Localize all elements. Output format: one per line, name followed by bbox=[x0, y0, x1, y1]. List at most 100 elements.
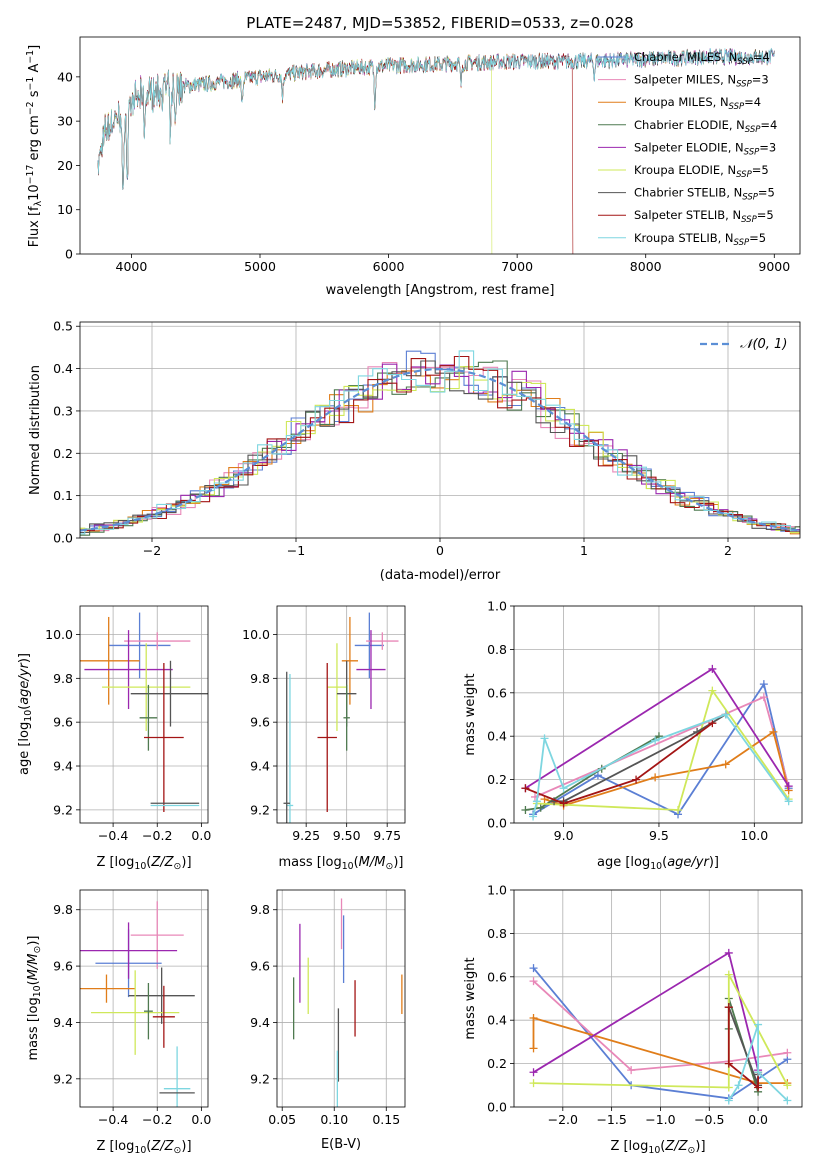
x-axis-label: wavelength [Angstrom, rest frame] bbox=[326, 283, 555, 298]
legend-sub: SSP bbox=[736, 170, 752, 180]
legend-sub: SSP bbox=[729, 102, 745, 112]
legend-label: Chabrier STELIB, NSSP=5 bbox=[634, 186, 775, 203]
label-part: A bbox=[27, 64, 42, 77]
x-tick-label: 0.15 bbox=[372, 1112, 400, 1127]
x-tick-label: 9.50 bbox=[333, 828, 361, 843]
x-tick-label: 0.0 bbox=[191, 828, 211, 843]
legend-label: Kroupa STELIB, NSSP=5 bbox=[634, 231, 766, 248]
label-part: )] bbox=[181, 1139, 191, 1154]
x-tick-label: 9.0 bbox=[554, 828, 574, 843]
plot-area bbox=[293, 898, 403, 1107]
label-part: mass [log bbox=[26, 997, 41, 1060]
label-part: age [log bbox=[597, 855, 650, 870]
axes-frame bbox=[79, 36, 801, 255]
y-tick-label: 9.8 bbox=[250, 902, 270, 917]
weight-marker bbox=[769, 727, 778, 736]
weight-marker bbox=[754, 1020, 763, 1029]
weight-marker bbox=[784, 797, 793, 806]
label-part: 10 bbox=[27, 184, 42, 201]
y-tick-label: 10 bbox=[57, 202, 73, 217]
y-tick-label: 30 bbox=[57, 114, 73, 129]
weight-marker bbox=[529, 1068, 538, 1077]
weight-marker bbox=[536, 803, 545, 812]
y-axis-label: mass weight bbox=[463, 673, 478, 755]
legend-text: Kroupa MILES, N bbox=[634, 95, 729, 109]
weight-marker bbox=[724, 948, 733, 957]
weight-series-line bbox=[727, 1006, 759, 1086]
weight-marker bbox=[759, 693, 768, 702]
x-tick-label: 0 bbox=[436, 543, 444, 558]
legend-sub: SSP bbox=[736, 80, 752, 90]
figure-title: PLATE=2487, MJD=53852, FIBERID=0533, z=0… bbox=[246, 14, 633, 32]
plot-area bbox=[80, 901, 195, 1107]
weight-marker bbox=[559, 784, 568, 793]
label-part: M/M bbox=[359, 855, 386, 870]
legend-label: Salpeter MILES, NSSP=3 bbox=[634, 73, 769, 90]
label-part: 10 bbox=[32, 985, 43, 997]
weight-marker bbox=[529, 977, 538, 986]
label-part: 10 bbox=[134, 1145, 146, 1156]
label-part: ( bbox=[660, 1139, 665, 1154]
y-axis-label: mass [log10​(M/M⊙​)] bbox=[26, 936, 43, 1061]
weight-marker bbox=[529, 1014, 538, 1023]
weight-marker bbox=[559, 799, 568, 808]
plot-layer: 4000 5000 6000 7000 8000 9000010203040Chabrie… bbox=[17, 36, 803, 1156]
x-tick-label: −1.0 bbox=[645, 1112, 675, 1127]
legend-text: Salpeter STELIB, N bbox=[634, 208, 741, 222]
legend-label: Chabrier MILES, NSSP=4 bbox=[634, 50, 770, 67]
y-tick-label: 0.1 bbox=[53, 488, 73, 503]
x-tick-label: 2 bbox=[724, 543, 732, 558]
label-part: −17 bbox=[25, 165, 36, 185]
x-tick-label: 9.75 bbox=[373, 828, 401, 843]
x-axis-label: Z [log10​(Z/Z⊙​)] bbox=[96, 855, 191, 872]
weight-series-line bbox=[554, 713, 727, 803]
label-part: Z/Z bbox=[664, 1139, 688, 1154]
y-tick-label: 9.8 bbox=[53, 671, 73, 686]
plot-area bbox=[80, 350, 800, 536]
label-part: )] bbox=[181, 855, 191, 870]
weight-series-line bbox=[532, 1016, 788, 1084]
y-tick-label: 0 bbox=[65, 247, 73, 262]
weight-marker bbox=[632, 775, 641, 784]
weight-marker bbox=[521, 805, 530, 814]
weight-marker bbox=[754, 1083, 763, 1092]
label-part: )] bbox=[17, 653, 32, 663]
weight-marker bbox=[521, 784, 530, 793]
label-part: age [log bbox=[17, 722, 32, 775]
legend-text: Salpeter MILES, N bbox=[634, 73, 736, 87]
x-axis-label: Z [log10​(Z/Z⊙​)] bbox=[96, 1139, 191, 1156]
legend-text: =4 bbox=[760, 118, 777, 132]
histogram-series bbox=[80, 355, 800, 534]
legend-text: =5 bbox=[758, 186, 775, 200]
errorbar-point bbox=[108, 612, 171, 679]
y-tick-label: 0.8 bbox=[487, 926, 507, 941]
weight-marker bbox=[651, 773, 660, 782]
x-axis-label: E(B-V) bbox=[321, 1137, 361, 1152]
legend-text: =5 bbox=[757, 208, 774, 222]
y-tick-label: 0.2 bbox=[487, 772, 507, 787]
y-tick-label: 0.2 bbox=[53, 446, 73, 461]
y-tick-label: 1.0 bbox=[487, 599, 507, 614]
axes-mass_vs_ebv: 0.05 0.10 0.15 9.2 9.4 9.6 9.8 E(B-V) bbox=[250, 889, 406, 1152]
axes-spectrum: 4000 5000 6000 7000 8000 9000 0 10 20 30 40 Chabrie… bbox=[25, 36, 801, 298]
weight-marker bbox=[759, 680, 768, 689]
x-tick-label: 6000 bbox=[373, 259, 405, 274]
y-tick-label: 0.6 bbox=[487, 969, 507, 984]
axes-frame bbox=[276, 605, 406, 824]
weight-series-line bbox=[525, 722, 713, 805]
errorbar-point bbox=[152, 985, 175, 1048]
x-tick-label: 9000 bbox=[758, 259, 790, 274]
label-part: ⊙ bbox=[688, 1145, 696, 1156]
axes-weight_vs_Z: −2.0 −1.5 −1.0 −0.5 0.0 0.0 0.2 0.4 0.6 0.8 1.0 mas… bbox=[463, 883, 803, 1156]
plot-area bbox=[283, 612, 399, 823]
legend-label: Salpeter ELODIE, NSSP=3 bbox=[634, 140, 776, 157]
x-tick-label: 10.0 bbox=[740, 828, 768, 843]
errorbar-point bbox=[343, 684, 350, 751]
errorbar-point bbox=[128, 967, 195, 1024]
legend-text: Chabrier STELIB, N bbox=[634, 186, 742, 200]
weight-marker bbox=[708, 686, 717, 695]
weight-marker bbox=[783, 1048, 792, 1057]
label-part: Z/Z bbox=[150, 1139, 174, 1154]
y-tick-label: 0.5 bbox=[53, 319, 73, 334]
